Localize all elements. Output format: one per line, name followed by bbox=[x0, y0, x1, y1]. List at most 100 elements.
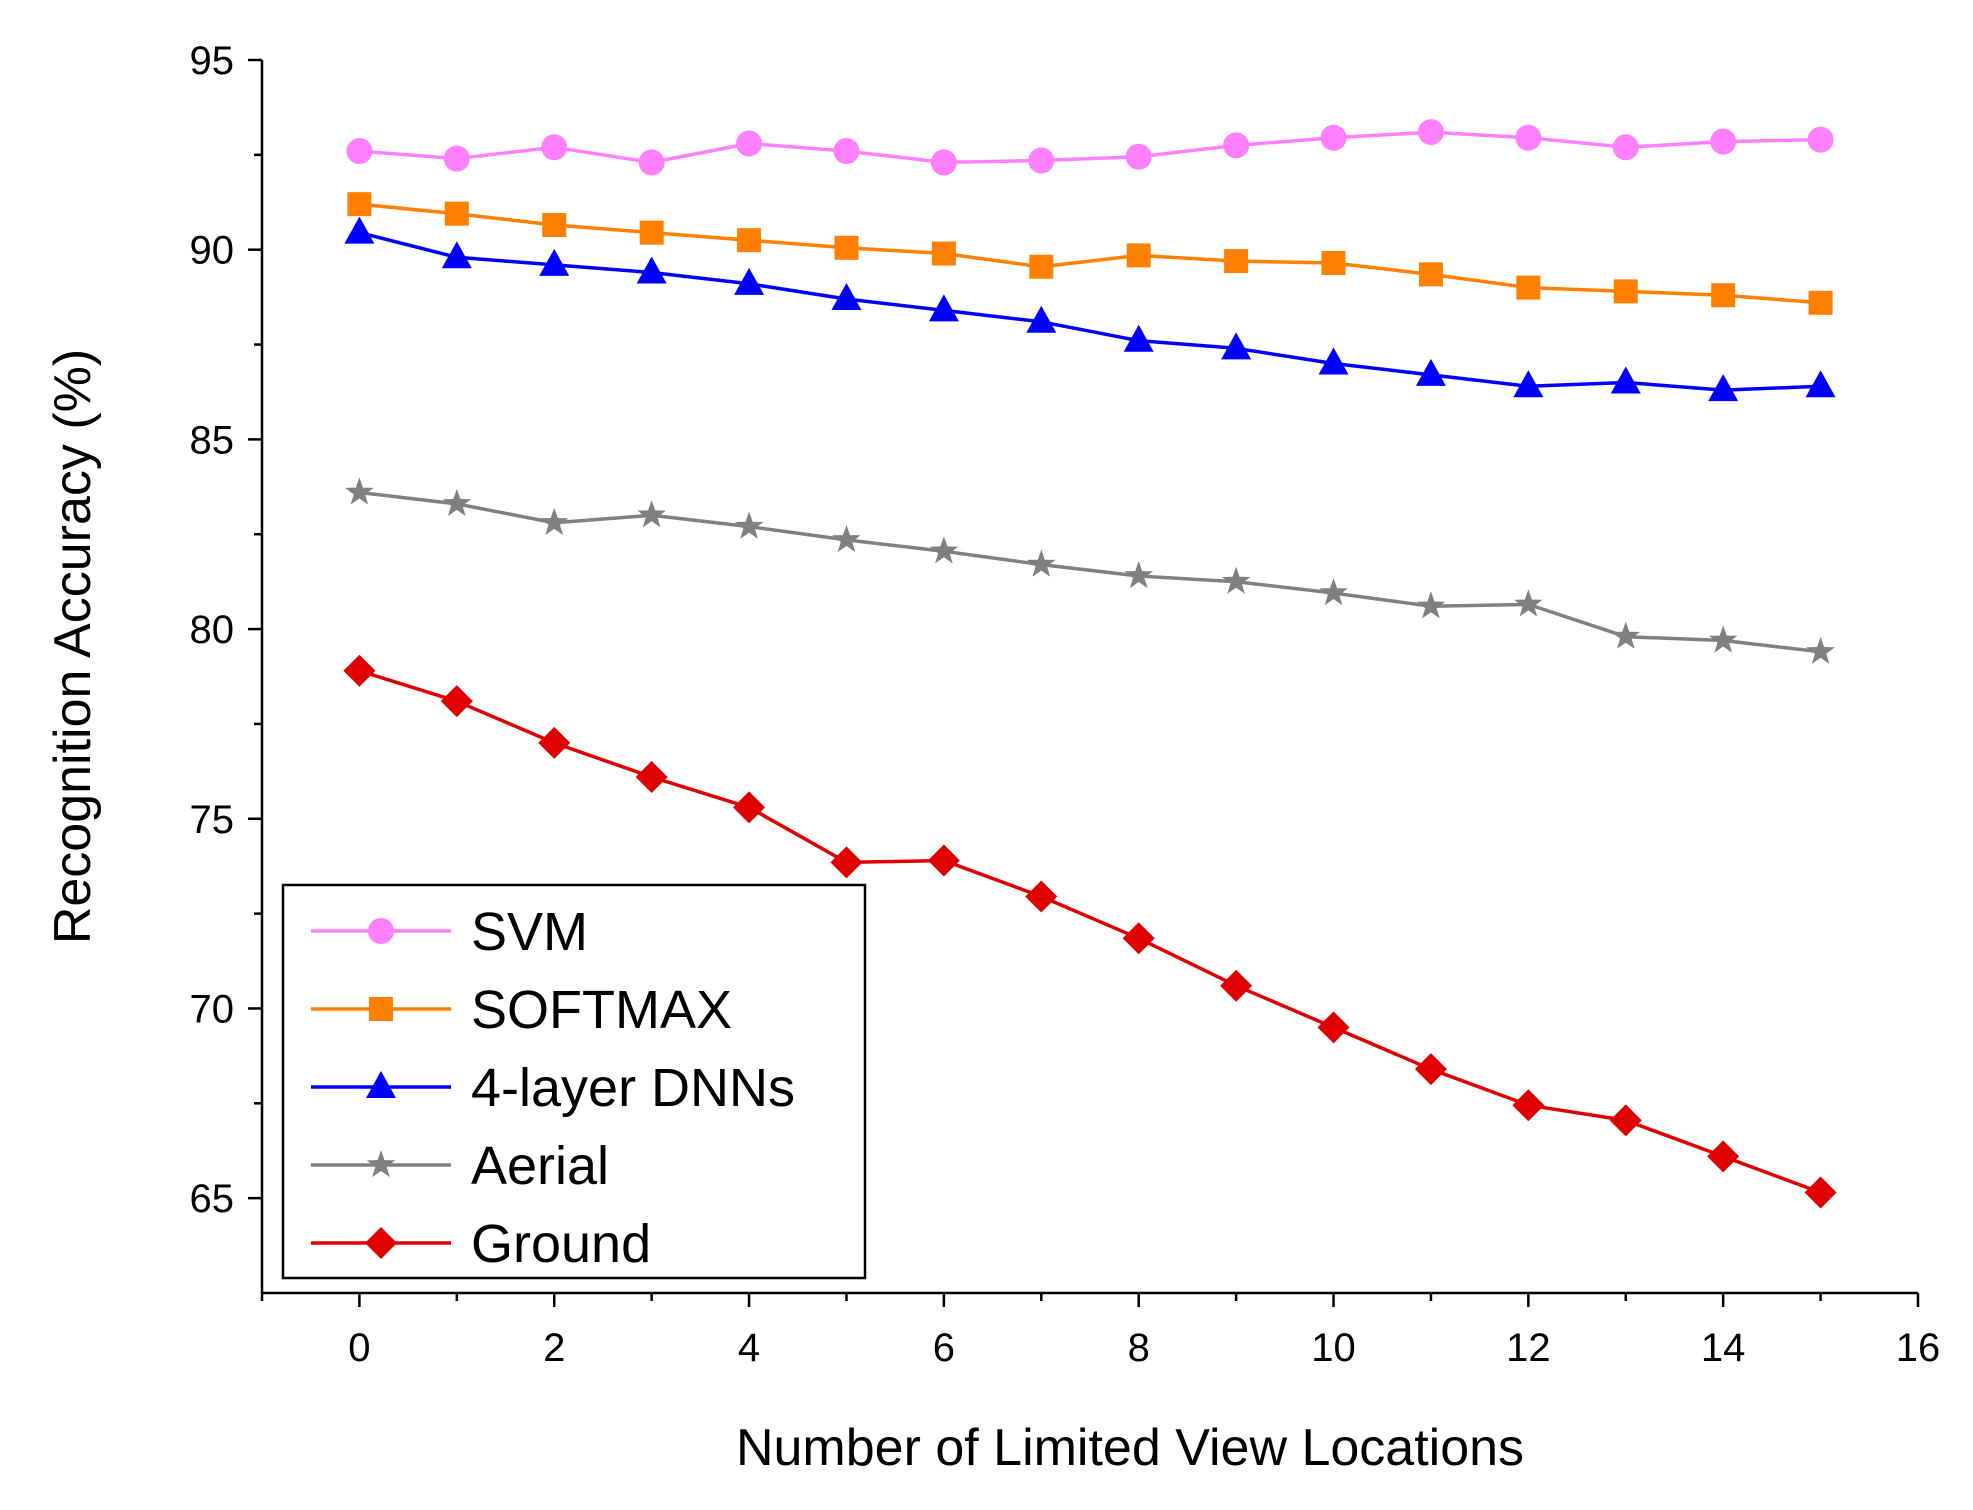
series-svm bbox=[346, 119, 1834, 176]
data-point bbox=[1122, 922, 1155, 955]
data-point bbox=[1123, 324, 1154, 352]
x-tick-label: 0 bbox=[348, 1326, 370, 1370]
data-point bbox=[443, 145, 470, 172]
data-point bbox=[929, 536, 959, 564]
data-point bbox=[343, 654, 376, 687]
data-point bbox=[639, 220, 664, 245]
data-point bbox=[635, 761, 668, 794]
data-point bbox=[1415, 358, 1446, 386]
data-point bbox=[440, 685, 473, 718]
data-point bbox=[1220, 969, 1253, 1002]
series-line bbox=[359, 130, 1821, 165]
data-point bbox=[539, 248, 570, 276]
data-point bbox=[734, 511, 764, 539]
legend-marker bbox=[365, 1227, 397, 1259]
data-point bbox=[1610, 366, 1641, 394]
data-point bbox=[540, 507, 569, 535]
data-point bbox=[1124, 561, 1153, 589]
data-point bbox=[1710, 128, 1737, 155]
series-line bbox=[359, 490, 1821, 654]
data-point bbox=[1320, 124, 1347, 151]
x-tick-label: 2 bbox=[543, 1326, 565, 1370]
data-point bbox=[1512, 1089, 1545, 1122]
legend-label: 4-layer DNNs bbox=[471, 1058, 795, 1118]
y-tick-label: 65 bbox=[190, 1177, 235, 1221]
data-point bbox=[637, 500, 666, 528]
series-4-layer-dnns bbox=[344, 216, 1836, 402]
data-point bbox=[736, 130, 763, 157]
series-aerial bbox=[345, 477, 1835, 664]
data-point bbox=[441, 241, 472, 269]
data-point bbox=[1125, 143, 1152, 170]
legend-entry: Aerial bbox=[311, 1136, 609, 1196]
data-point bbox=[538, 726, 571, 759]
data-point bbox=[345, 477, 374, 505]
data-point bbox=[541, 134, 568, 161]
data-point bbox=[1513, 370, 1544, 398]
data-point bbox=[1319, 578, 1348, 606]
x-tick-label: 12 bbox=[1506, 1326, 1551, 1370]
data-point bbox=[1609, 1104, 1642, 1137]
data-point bbox=[927, 844, 960, 877]
axes: 0 2 4 6 8 10 12 14 16 65 70 75 80 85 90 95 bbox=[190, 39, 1941, 1370]
data-point bbox=[1418, 262, 1443, 287]
series-ground bbox=[343, 654, 1837, 1209]
data-point bbox=[733, 791, 766, 824]
legend-marker bbox=[369, 997, 393, 1021]
data-point bbox=[734, 267, 765, 295]
data-point bbox=[1707, 1140, 1740, 1173]
legend-label: Aerial bbox=[471, 1136, 609, 1196]
y-axis-title: Recognition Accuracy (%) bbox=[44, 349, 102, 944]
data-point bbox=[1416, 591, 1446, 619]
data-point bbox=[1514, 589, 1543, 617]
data-point bbox=[931, 241, 956, 266]
legend-entry: 4-layer DNNs bbox=[311, 1058, 795, 1118]
data-point bbox=[1805, 370, 1836, 398]
x-tick-label: 4 bbox=[738, 1326, 760, 1370]
x-tick-label: 8 bbox=[1128, 1326, 1150, 1370]
data-point bbox=[930, 149, 957, 176]
data-point bbox=[833, 138, 860, 165]
y-tick-label: 70 bbox=[190, 987, 235, 1031]
legend-label: Ground bbox=[471, 1214, 651, 1274]
data-point bbox=[832, 524, 861, 553]
data-point bbox=[1711, 283, 1736, 308]
legend-marker bbox=[368, 918, 394, 944]
data-point bbox=[1417, 119, 1444, 146]
y-tick-label: 90 bbox=[190, 229, 235, 273]
data-point bbox=[1028, 147, 1055, 174]
data-point bbox=[1317, 1011, 1350, 1044]
data-point bbox=[1223, 132, 1250, 159]
data-point bbox=[347, 192, 372, 217]
data-point bbox=[1613, 279, 1638, 304]
legend-marker bbox=[366, 1150, 396, 1178]
x-tick-label: 16 bbox=[1896, 1326, 1941, 1370]
y-tick-label: 95 bbox=[190, 39, 235, 83]
data-point bbox=[737, 228, 762, 253]
series-line bbox=[359, 202, 1821, 305]
data-point bbox=[831, 283, 862, 311]
data-point bbox=[1807, 126, 1834, 153]
series-layer bbox=[343, 119, 1837, 1209]
legend-entry: SOFTMAX bbox=[311, 980, 732, 1040]
data-point bbox=[1224, 249, 1249, 274]
data-point bbox=[638, 149, 665, 176]
y-tick-label: 85 bbox=[190, 418, 235, 462]
data-point bbox=[1806, 636, 1835, 664]
data-point bbox=[1516, 275, 1541, 300]
data-point bbox=[1708, 625, 1738, 653]
data-point bbox=[1515, 124, 1542, 151]
legend: SVM SOFTMAX 4-layer DNNs Aerial Ground bbox=[281, 883, 867, 1280]
data-point bbox=[1027, 549, 1056, 577]
data-point bbox=[344, 216, 375, 244]
data-point bbox=[1808, 290, 1833, 315]
x-tick-label: 6 bbox=[933, 1326, 955, 1370]
data-point bbox=[1414, 1053, 1447, 1086]
data-point bbox=[830, 846, 863, 879]
data-point bbox=[346, 138, 373, 165]
data-point bbox=[442, 488, 472, 516]
data-point bbox=[636, 256, 667, 284]
data-point bbox=[1221, 332, 1252, 360]
series-softmax bbox=[347, 192, 1833, 315]
